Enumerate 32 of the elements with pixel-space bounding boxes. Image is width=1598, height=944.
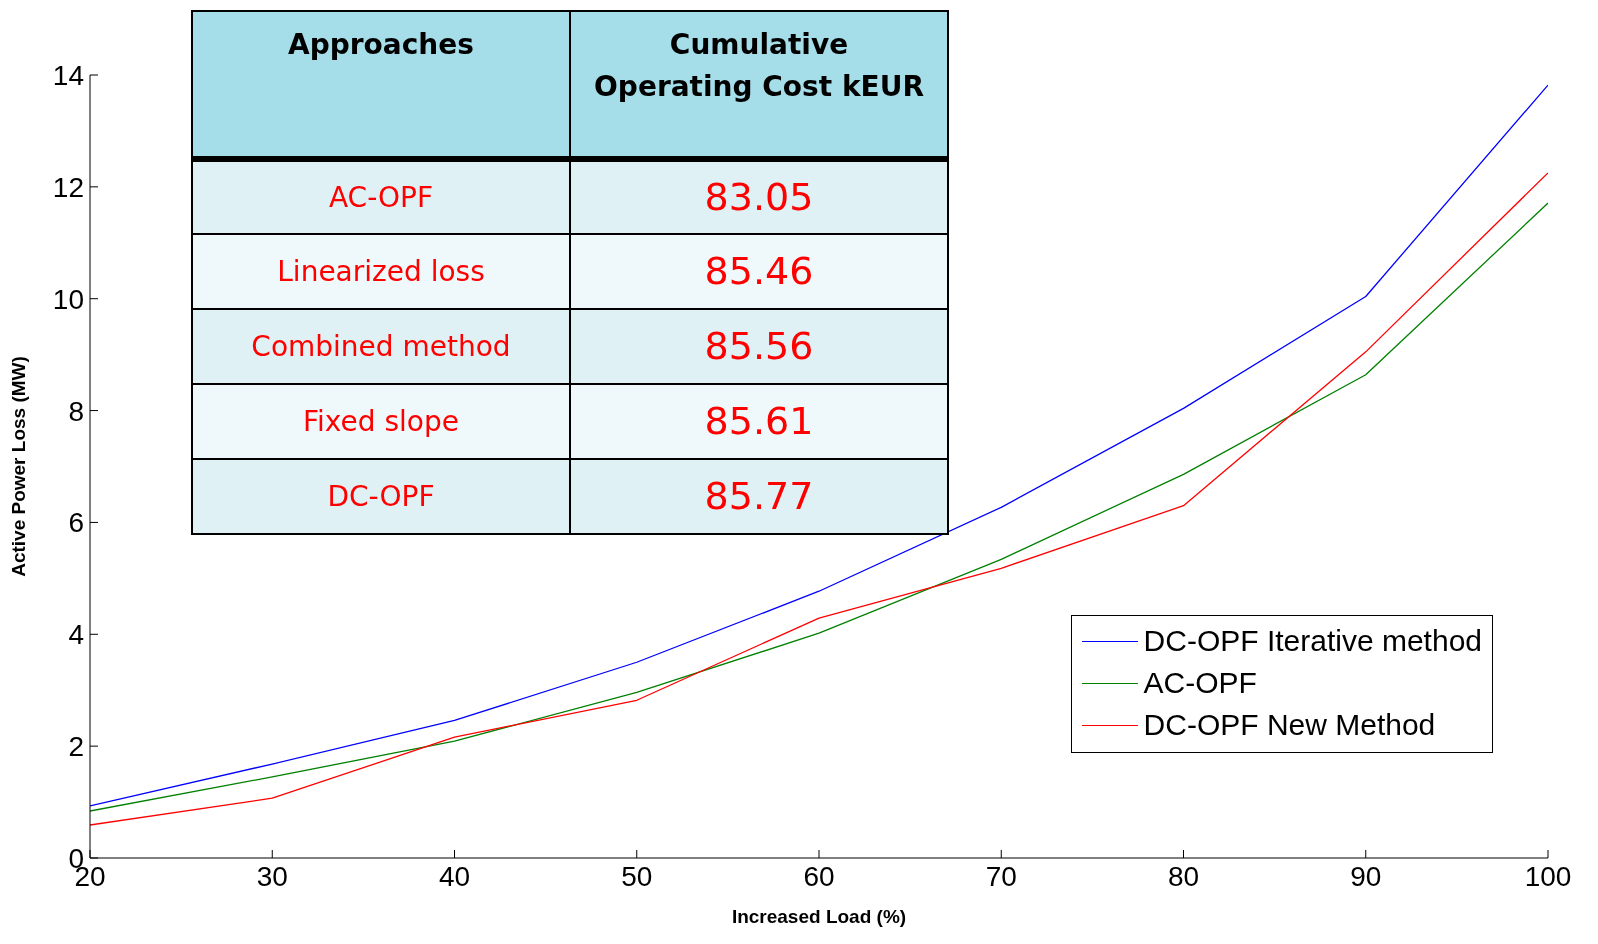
x-tick-label: 80 xyxy=(1167,860,1200,892)
annotation: 85.77 xyxy=(570,459,948,534)
annotation: DC-OPF xyxy=(192,459,570,534)
y-tick-label: 4 xyxy=(68,619,84,651)
x-tick-label: 30 xyxy=(256,860,288,892)
x-tick-label: 50 xyxy=(621,860,653,892)
annotation: 85.56 xyxy=(570,309,948,384)
annotation: 83.05 xyxy=(570,159,948,234)
x-tick-label: 60 xyxy=(803,860,835,892)
legend-label: AC-OPF xyxy=(1143,666,1257,700)
annotation: Fixed slope xyxy=(192,384,570,459)
y-tick-label: 6 xyxy=(68,507,84,539)
y-tick-label: 2 xyxy=(68,731,84,763)
annotation: AC-OPF xyxy=(192,159,570,234)
x-axis-title: Increased Load (%) xyxy=(731,906,907,927)
annotation: Cumulative Operating Cost kEUR xyxy=(570,11,948,159)
legend-label: DC-OPF New Method xyxy=(1143,708,1436,742)
annotation: 85.61 xyxy=(570,384,948,459)
y-tick-label: 10 xyxy=(52,283,84,315)
x-tick-label: 100 xyxy=(1524,860,1572,892)
text: Approaches xyxy=(192,11,570,159)
y-tick-label: 12 xyxy=(52,171,84,203)
y-tick-label: 14 xyxy=(52,59,84,91)
x-tick-label: 90 xyxy=(1350,860,1382,892)
y-axis-title: Active Power Loss (MW) xyxy=(7,356,29,577)
annotation: 85.46 xyxy=(570,234,948,309)
x-tick-label: 70 xyxy=(985,860,1017,892)
y-tick-label: 8 xyxy=(68,395,84,427)
annotation: Combined method xyxy=(192,309,570,384)
legend-label: DC-OPF Iterative method xyxy=(1143,624,1482,658)
annotation: Linearized loss xyxy=(192,234,570,309)
x-tick-label: 40 xyxy=(438,860,471,892)
